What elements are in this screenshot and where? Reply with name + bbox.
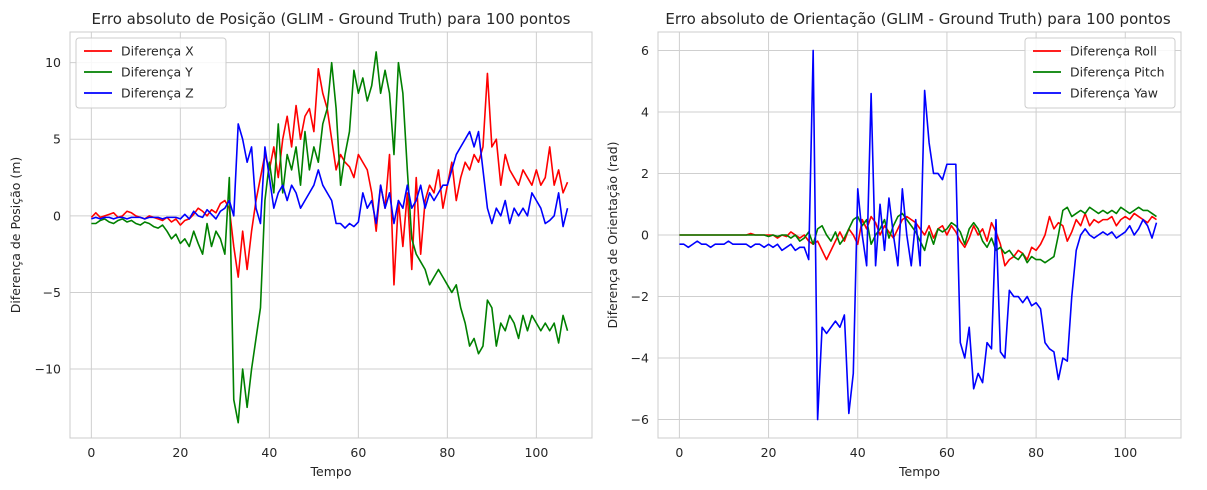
series-line-diferen-a-y [91,51,569,424]
x-tick-label: 40 [261,445,277,460]
y-tick-label: −4 [631,351,649,366]
panel-position: Erro absoluto de Posição (GLIM - Ground … [8,10,593,479]
x-tick-label: 20 [172,445,188,460]
legend [75,37,227,109]
x-tick-label: 60 [939,445,955,460]
x-tick-label: 20 [761,445,777,460]
x-tick-label: 40 [850,445,866,460]
x-tick-label: 100 [1113,445,1137,460]
x-tick-label: 0 [87,445,95,460]
chart-title: Erro absoluto de Posição (GLIM - Ground … [92,10,571,28]
y-tick-label: 5 [53,132,61,147]
y-tick-label: 4 [641,104,649,119]
series-line-diferen-a-z [91,123,569,229]
y-axis-label: Diferença de Posição (m) [8,157,23,314]
legend-label: Diferença Z [121,86,194,101]
x-tick-label: 80 [439,445,455,460]
x-tick-label: 60 [350,445,366,460]
legend [1024,37,1176,109]
series-line-diferen-a-x [90,67,569,286]
y-tick-label: 10 [45,55,61,70]
x-axis-label: Tempo [310,464,352,479]
x-tick-label: 80 [1028,445,1044,460]
y-tick-label: 0 [53,208,61,223]
y-tick-label: −6 [631,412,649,427]
y-tick-label: 2 [641,166,649,181]
legend-label: Diferença Y [121,65,193,80]
y-axis-label: Diferença de Orientação (rad) [605,141,620,328]
legend-label: Diferença Yaw [1070,86,1158,101]
chart-title: Erro absoluto de Orientação (GLIM - Grou… [665,10,1170,28]
legend-label: Diferença Roll [1070,44,1157,59]
x-axis-label: Tempo [898,464,940,479]
legend-label: Diferença X [121,44,194,59]
plot-area [69,31,593,439]
legend-label: Diferença Pitch [1070,65,1165,80]
x-tick-label: 0 [675,445,683,460]
x-tick-label: 100 [524,445,548,460]
y-tick-label: −5 [43,285,61,300]
plot-area [657,31,1182,439]
series-line-diferen-a-yaw [679,49,1158,421]
y-tick-label: 0 [641,228,649,243]
y-tick-label: −2 [631,289,649,304]
panel-orientation: Erro absoluto de Orientação (GLIM - Grou… [605,10,1182,479]
y-tick-label: −10 [35,362,61,377]
y-tick-label: 6 [641,43,649,58]
